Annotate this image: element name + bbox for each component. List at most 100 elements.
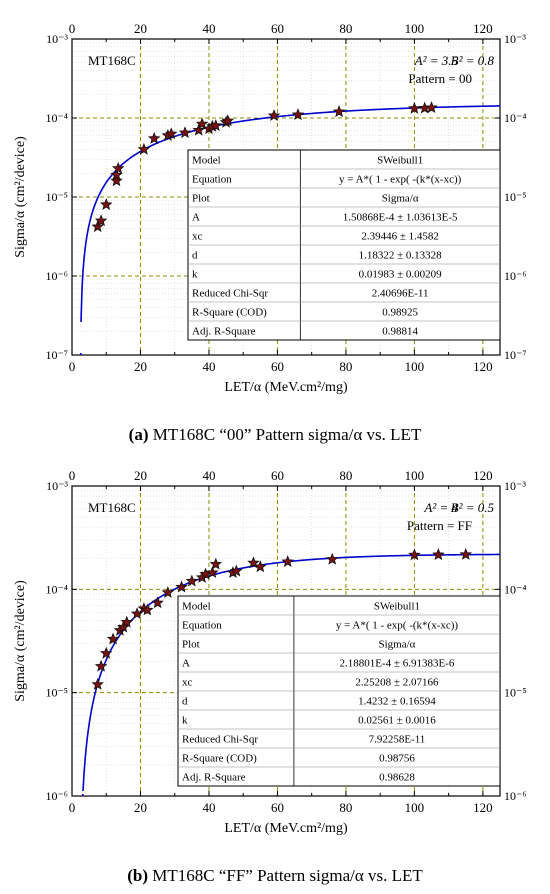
x-tick-label-top: 0	[69, 468, 76, 483]
fit-table-key: Equation	[192, 173, 232, 185]
data-point-star	[175, 580, 188, 593]
chip-label: MT168C	[88, 500, 136, 515]
data-point-star	[106, 632, 120, 645]
caption-prefix: (a)	[129, 425, 149, 444]
fit-table-key: Model	[182, 600, 211, 612]
chart-panel-b: 0 0 20 20 40 40 60 60 80 80 100 100 120 120 10⁻⁶ 10⁻⁶ 10…	[0, 447, 550, 894]
fit-table-key: A	[192, 211, 200, 223]
data-point-star	[195, 117, 209, 130]
fit-table-b: Model SWeibull1 Equation y = A*( 1 - exp( -…	[177, 595, 501, 787]
fit-table-value: 0.02561 ± 0.0016	[358, 714, 436, 726]
y-axis-label: Sigma/α (cm²/device)	[13, 136, 28, 258]
data-point-star	[94, 659, 108, 672]
x-tick-label: 120	[473, 800, 493, 815]
x-tick-label: 80	[339, 800, 352, 815]
data-point-star	[178, 126, 192, 139]
x-tick-label-top: 100	[405, 21, 425, 36]
x-tick-label-top: 100	[405, 468, 425, 483]
caption-prefix: (b)	[127, 866, 148, 885]
data-point-star	[185, 574, 199, 587]
x-tick-label: 60	[271, 800, 284, 815]
fit-table-key: Plot	[182, 638, 200, 650]
data-point-star	[459, 547, 473, 560]
x-axis-label: LET/α (MeV.cm²/mg)	[224, 380, 348, 395]
fit-table-key: Model	[192, 154, 221, 166]
data-point-star	[408, 548, 421, 561]
x-tick-label-top: 80	[339, 21, 352, 36]
data-point-star	[91, 220, 104, 233]
fit-table-value: 0.98756	[379, 752, 415, 764]
y-tick-label: 10⁻³	[46, 32, 68, 46]
data-point-star	[120, 615, 134, 628]
y-tick-label-right: 10⁻⁴	[504, 111, 527, 125]
fit-table-key: R-Square (COD)	[192, 306, 267, 318]
chart-panel-a: 0 0 20 20 40 40 60 60 80 80 100 100 120 120 10⁻⁷ 10⁻⁷ 10…	[13, 21, 527, 444]
x-tick-label: 100	[405, 359, 425, 374]
chip-label: MT168C	[88, 53, 136, 68]
y-tick-label: 10⁻³	[46, 479, 68, 493]
fit-table-key: xc	[182, 676, 193, 688]
fit-table-key: Reduced Chi-Sqr	[182, 733, 258, 745]
y-tick-label-right: 10⁻⁷	[504, 348, 527, 362]
fit-table-value: y = A*( 1 - exp( -(k*(x-xc))	[336, 619, 459, 631]
caption-text: MT168C “00” Pattern sigma/α vs. LET	[148, 425, 421, 444]
chart-svg-a: 0 0 20 20 40 40 60 60 80 80 100 100 120 120 10⁻⁷ 10⁻⁷ 10…	[13, 21, 527, 444]
fit-table-key: Reduced Chi-Sqr	[192, 287, 268, 299]
fit-table-value: 0.98628	[379, 771, 415, 783]
x-tick-label: 120	[473, 359, 493, 374]
x-tick-label-top: 60	[271, 468, 284, 483]
param-a2: A² = 4	[423, 500, 458, 515]
data-point-star	[151, 596, 164, 609]
x-tick-label-top: 40	[202, 21, 215, 36]
fit-table-a: Model SWeibull1 Equation y = A*( 1 - exp( -…	[187, 149, 501, 341]
y-tick-label: 10⁻⁶	[45, 269, 68, 283]
x-tick-label: 20	[134, 359, 147, 374]
data-point-star	[141, 603, 154, 616]
x-tick-label: 0	[69, 359, 76, 374]
y-tick-label-right: 10⁻⁶	[504, 789, 527, 803]
data-point-star	[161, 586, 175, 598]
fit-table-value: SWeibull1	[374, 600, 420, 612]
fit-table-key: d	[182, 695, 188, 707]
chart-caption-b: (b) MT168C “FF” Pattern sigma/α vs. LET	[127, 866, 423, 885]
y-tick-label-right: 10⁻⁶	[504, 269, 527, 283]
x-tick-label: 60	[271, 359, 284, 374]
param-a2: A² = 3.5	[414, 53, 459, 68]
x-tick-label: 80	[339, 359, 352, 374]
data-point-star	[408, 101, 421, 114]
y-tick-label: 10⁻⁷	[45, 348, 68, 362]
fit-table-value: 1.4232 ± 0.16594	[358, 695, 436, 707]
x-tick-label-top: 120	[473, 21, 493, 36]
data-point-star	[221, 114, 235, 127]
axis-ticks-b: 0 0 20 20 40 40 60 60 80 80 100 100 120 120 10⁻⁶ 10⁻⁶ 10…	[45, 468, 526, 815]
data-point-star	[332, 105, 346, 118]
y-tick-label: 10⁻⁴	[45, 111, 68, 125]
fit-table-value: 0.98814	[382, 325, 418, 337]
fit-table-key: k	[182, 714, 188, 726]
fit-table-key: d	[192, 249, 198, 261]
pattern-label: Pattern = 00	[408, 71, 472, 86]
fit-table-value: 7.92258E-11	[369, 733, 426, 745]
x-tick-label: 100	[405, 800, 425, 815]
data-point-star	[147, 131, 161, 144]
x-tick-label-top: 20	[134, 468, 147, 483]
data-point-star	[99, 198, 113, 210]
fit-table-value: 2.39446 ± 1.4582	[361, 230, 439, 242]
fit-table-value: y = A*( 1 - exp( -(k*(x-xc))	[339, 173, 462, 185]
data-point-star	[254, 560, 267, 573]
data-points-b	[91, 547, 473, 690]
chart-svg-b: 0 0 20 20 40 40 60 60 80 80 100 100 120 120 10⁻⁶ 10⁻⁶ 10…	[13, 468, 527, 885]
fit-table-value: 2.25208 ± 2.07166	[355, 676, 439, 688]
fit-table-key: Plot	[192, 192, 210, 204]
data-point-star	[165, 127, 178, 140]
fit-table-value: 1.50868E-4 ± 1.03613E-5	[343, 211, 458, 223]
y-tick-label-right: 10⁻³	[504, 32, 526, 46]
y-tick-label-right: 10⁻⁵	[504, 190, 527, 204]
x-tick-label-top: 0	[69, 21, 76, 36]
data-point-star	[206, 566, 219, 578]
data-points-a	[91, 101, 438, 233]
fit-table-value: 0.01983 ± 0.00209	[359, 268, 443, 280]
data-point-star	[192, 123, 205, 136]
y-tick-label-right: 10⁻³	[504, 479, 526, 493]
x-tick-label-top: 80	[339, 468, 352, 483]
